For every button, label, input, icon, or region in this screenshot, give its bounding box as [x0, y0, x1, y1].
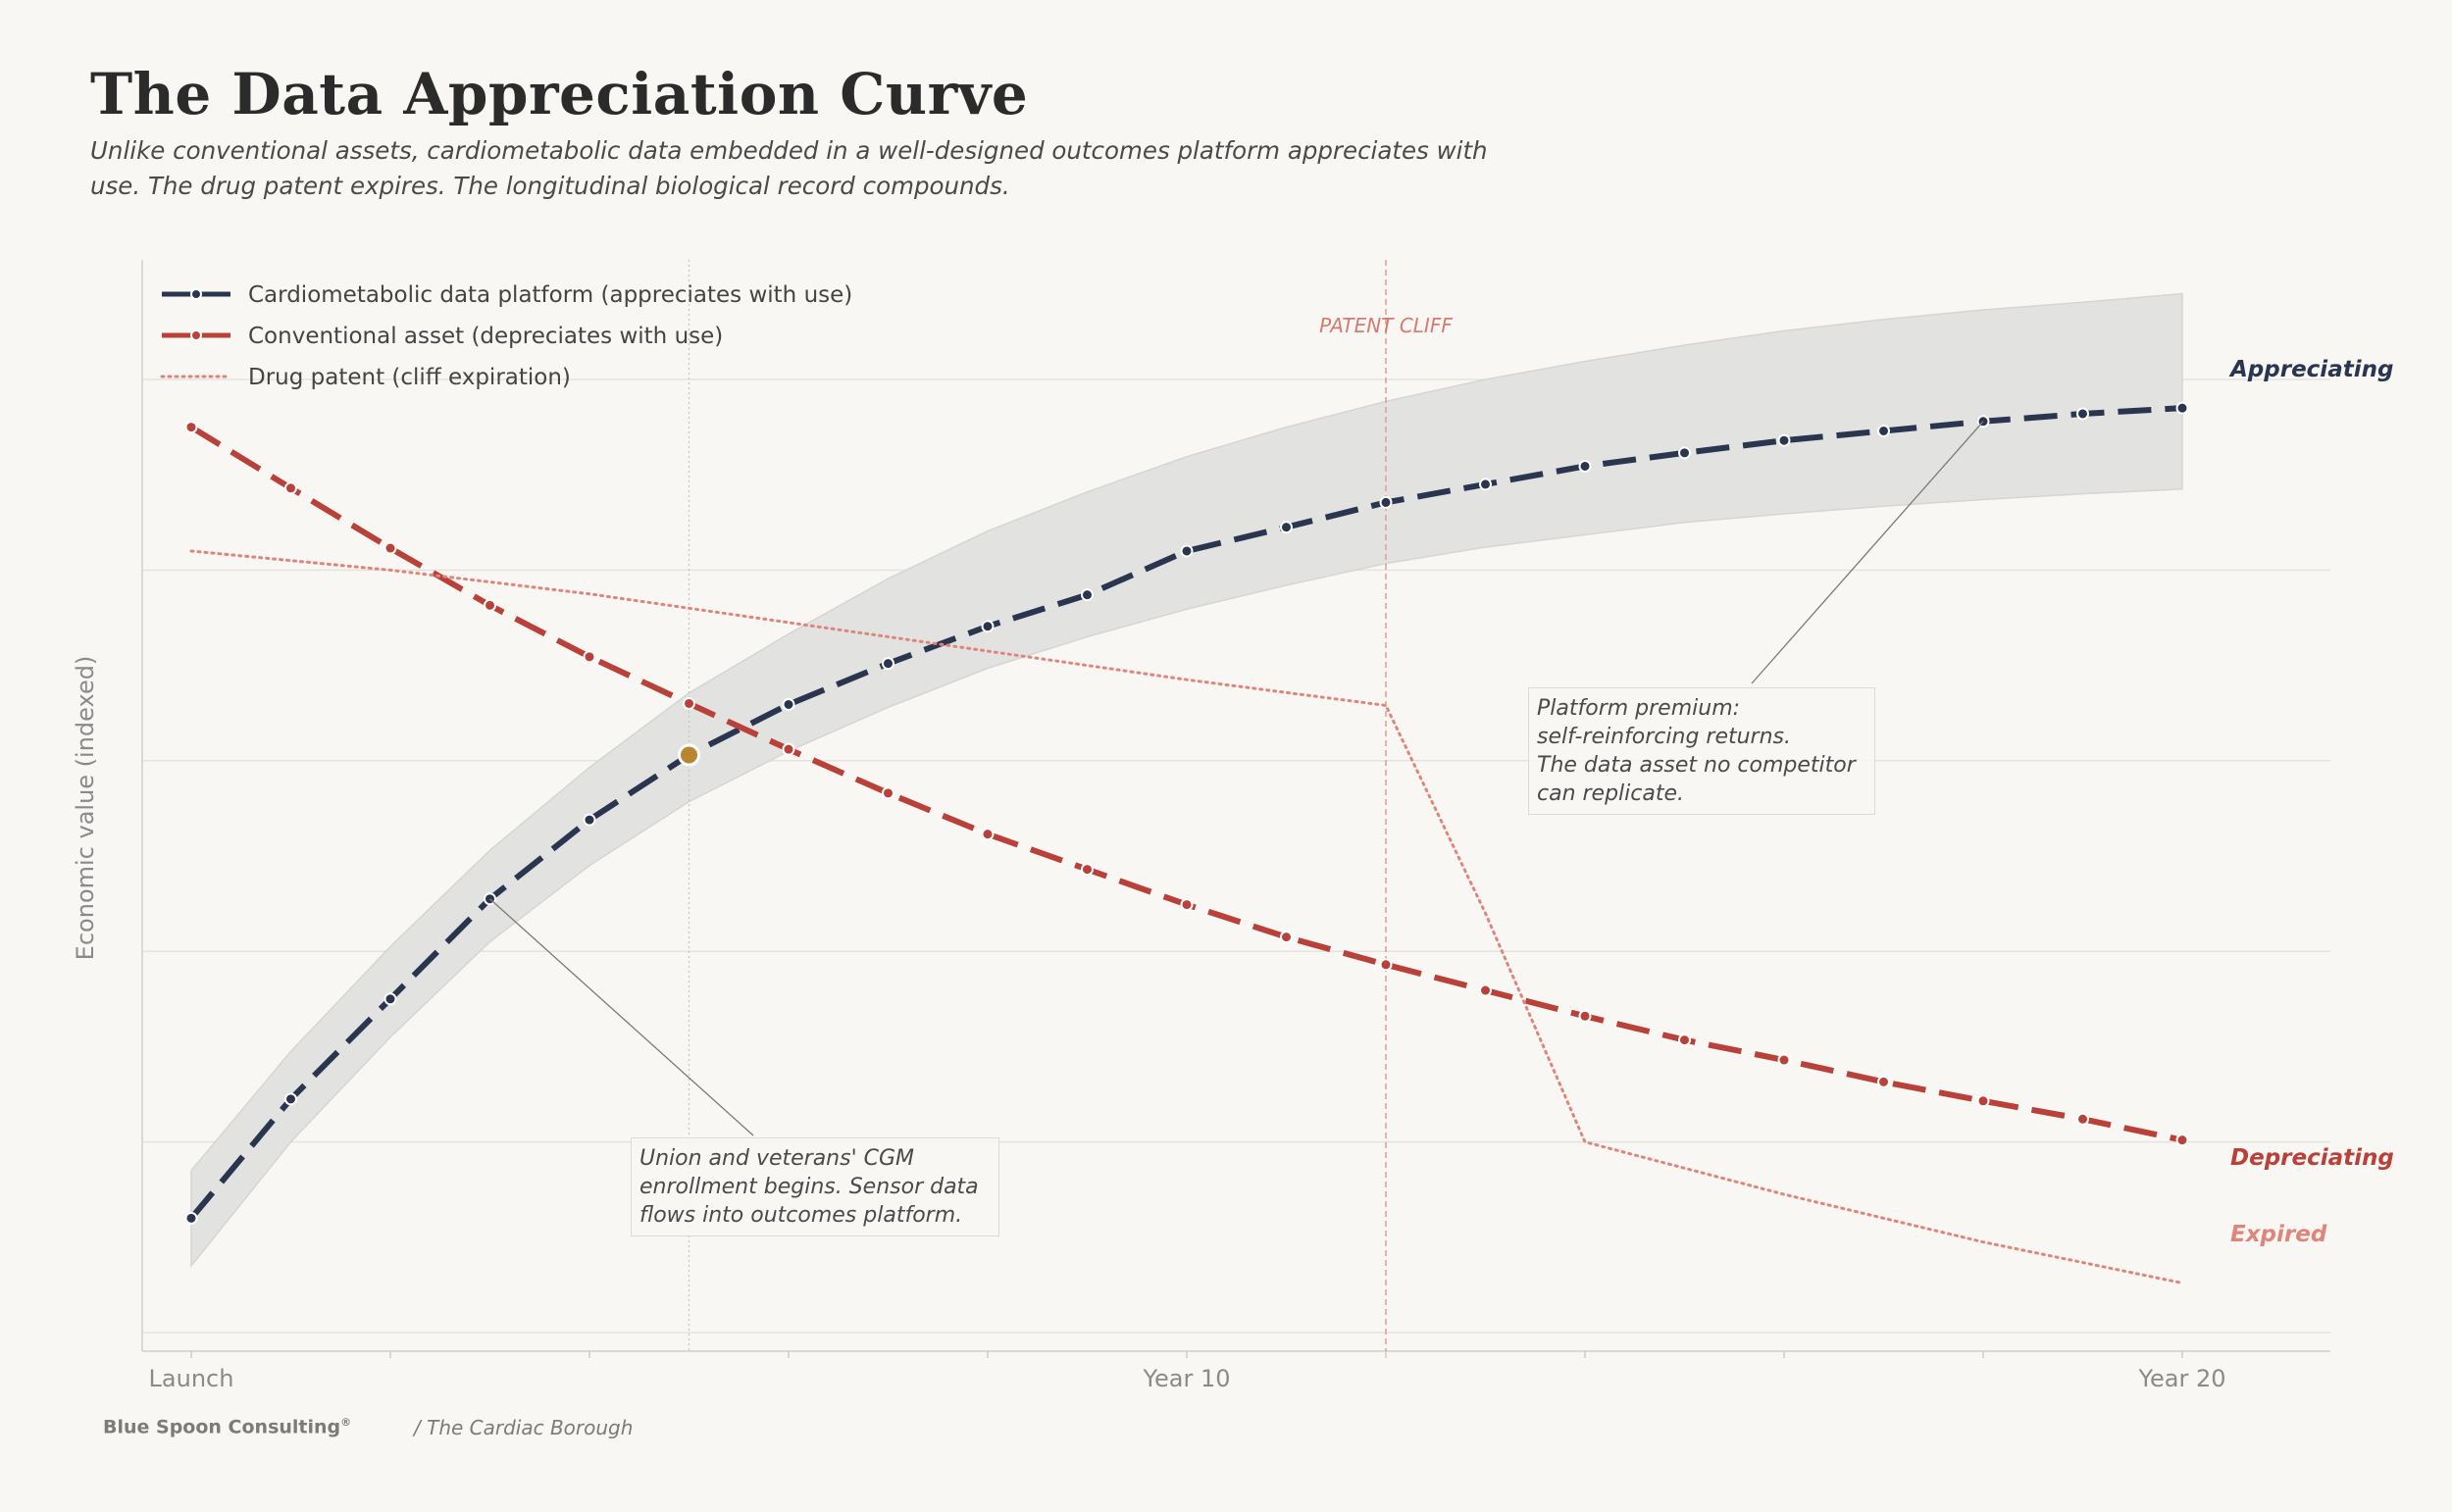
chart-subtitle: Unlike conventional assets, cardiometabo…	[90, 136, 1488, 200]
conventional-point	[583, 650, 596, 664]
conventional-point	[284, 481, 297, 495]
conventional-point	[383, 541, 397, 555]
legend-marker	[190, 329, 202, 341]
x-tick-label: Year 10	[1143, 1365, 1231, 1392]
platform-point	[1081, 588, 1094, 602]
platform-point	[284, 1092, 297, 1106]
conventional-point	[981, 828, 995, 841]
platform-point	[1777, 433, 1791, 447]
conventional-point	[683, 696, 695, 710]
chart-title: The Data Appreciation Curve	[90, 61, 1029, 127]
platform-point	[583, 813, 596, 827]
legend-label: Drug patent (cliff expiration)	[248, 365, 571, 390]
platform-point	[882, 657, 894, 671]
platform-point	[2175, 401, 2189, 415]
platform-line	[188, 405, 2183, 1221]
conventional-point	[1180, 898, 1194, 912]
platform-point	[1479, 478, 1492, 491]
platform-point	[1379, 495, 1393, 509]
conventional-point	[2076, 1112, 2089, 1126]
depreciating-end-label: Depreciating	[2230, 1145, 2394, 1171]
conventional-point	[1877, 1075, 1890, 1088]
legend-marker	[190, 288, 202, 300]
platform-premium-annotation: Platform premium: self-reinforcing retur…	[1528, 687, 1875, 815]
patent-cliff-label: PATENT CLIFF	[1319, 314, 1453, 337]
legend-item: Conventional asset (depreciates with use…	[162, 324, 723, 349]
patent-line	[189, 549, 2184, 1285]
conventional-point	[1280, 931, 1293, 944]
platform-point	[1877, 424, 1890, 437]
platform-point	[383, 992, 397, 1006]
conventional-point	[1379, 958, 1393, 972]
x-tick-label: Launch	[149, 1365, 234, 1392]
conventional-point	[1479, 983, 1492, 997]
y-axis-label: Economic value (indexed)	[72, 656, 99, 961]
union-enrollment-leader	[489, 898, 754, 1136]
footer-brand: Blue Spoon Consulting®	[103, 1416, 351, 1437]
enrollment-highlight-point	[678, 743, 700, 767]
platform-point	[1678, 446, 1691, 460]
platform-point	[1578, 459, 1592, 473]
platform-point	[1180, 544, 1194, 558]
platform-premium-leader	[1751, 421, 1984, 684]
conventional-point	[2175, 1134, 2189, 1147]
conventional-point	[1081, 863, 1094, 877]
x-tick-label: Year 20	[2138, 1365, 2226, 1392]
conventional-point	[184, 421, 198, 434]
expired-end-label: Expired	[2230, 1222, 2327, 1247]
legend-label: Conventional asset (depreciates with use…	[248, 324, 723, 349]
confidence-band	[190, 292, 2183, 1269]
platform-point	[2076, 407, 2089, 421]
platform-point	[782, 697, 795, 711]
conventional-point	[882, 786, 894, 800]
footer-brand-name: Blue Spoon Consulting	[103, 1416, 341, 1438]
conventional-point	[484, 598, 496, 612]
conventional-point	[782, 742, 795, 756]
legend-item: Drug patent (cliff expiration)	[160, 365, 571, 390]
platform-point	[981, 620, 995, 633]
legend-label: Cardiometabolic data platform (appreciat…	[248, 282, 852, 308]
conventional-point	[1777, 1053, 1791, 1067]
platform-point	[184, 1211, 198, 1225]
appreciating-end-label: Appreciating	[2230, 357, 2394, 382]
union-enrollment-annotation: Union and veterans' CGM enrollment begin…	[631, 1137, 999, 1236]
footer-source: / The Cardiac Borough	[414, 1416, 634, 1439]
conventional-point	[1976, 1094, 1990, 1108]
footer-brand-mark: ®	[340, 1416, 352, 1429]
platform-point	[1280, 521, 1293, 534]
conventional-point	[1578, 1009, 1592, 1023]
conventional-point	[1678, 1033, 1691, 1047]
legend-item: Cardiometabolic data platform (appreciat…	[162, 282, 852, 308]
